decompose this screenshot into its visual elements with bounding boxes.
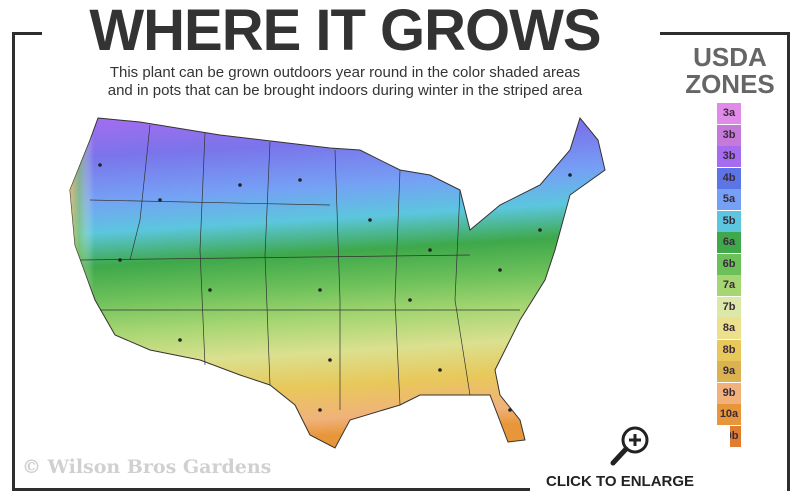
legend-swatch-4b: 4b bbox=[717, 167, 741, 189]
legend-swatch-9b: 9b bbox=[717, 382, 741, 404]
legend-swatch-8b: 8b bbox=[717, 339, 741, 361]
legend-swatch-5b: 5b bbox=[717, 210, 741, 232]
west-coast-warm-band bbox=[70, 118, 150, 350]
legend-swatch-7b: 7b bbox=[717, 296, 741, 318]
click-to-enlarge-label: CLICK TO ENLARGE bbox=[546, 473, 695, 490]
subtitle-line-2: and in pots that can be brought indoors … bbox=[107, 82, 583, 99]
legend-swatch-9a: 9a bbox=[717, 361, 741, 382]
frame-top-left bbox=[12, 32, 42, 35]
legend-swatch-3b: 3b bbox=[717, 124, 741, 146]
state-borders bbox=[79, 124, 520, 410]
page-title: WHERE IT GROWS bbox=[89, 0, 601, 63]
legend-title-usda: USDA bbox=[693, 42, 767, 72]
magnifier-plus-icon bbox=[610, 426, 649, 466]
frame-right bbox=[787, 32, 790, 491]
legend-swatch-5a: 5a bbox=[717, 189, 741, 210]
legend-swatch-3b: 3b bbox=[717, 146, 741, 167]
legend-title-zones: ZONES bbox=[685, 69, 775, 99]
legend-swatch-8a: 8a bbox=[717, 318, 741, 339]
legend-swatch-10a: 10a bbox=[717, 404, 741, 425]
legend-swatch-3a: 3a bbox=[717, 103, 741, 124]
click-to-enlarge-button[interactable]: CLICK TO ENLARGE bbox=[530, 425, 730, 495]
frame-bottom bbox=[12, 488, 532, 491]
city-dots bbox=[98, 163, 572, 412]
us-outline bbox=[69, 116, 606, 449]
subtitle-line-1: This plant can be grown outdoors year ro… bbox=[109, 64, 581, 81]
legend-swatch-7a: 7a bbox=[717, 275, 741, 296]
watermark: © Wilson Bros Gardens bbox=[22, 456, 272, 478]
legend-title: USDA ZONES bbox=[680, 44, 780, 98]
legend-swatch-6a: 6a bbox=[717, 232, 741, 253]
frame-left bbox=[12, 32, 15, 490]
frame-top-right bbox=[660, 32, 790, 35]
subtitle: This plant can be grown outdoors year ro… bbox=[40, 64, 650, 100]
legend-swatch-6b: 6b bbox=[717, 253, 741, 275]
zone-legend: 3a3b3b4b5a5b6a6b7a7b8a8b9a9b10a10b bbox=[717, 103, 741, 447]
